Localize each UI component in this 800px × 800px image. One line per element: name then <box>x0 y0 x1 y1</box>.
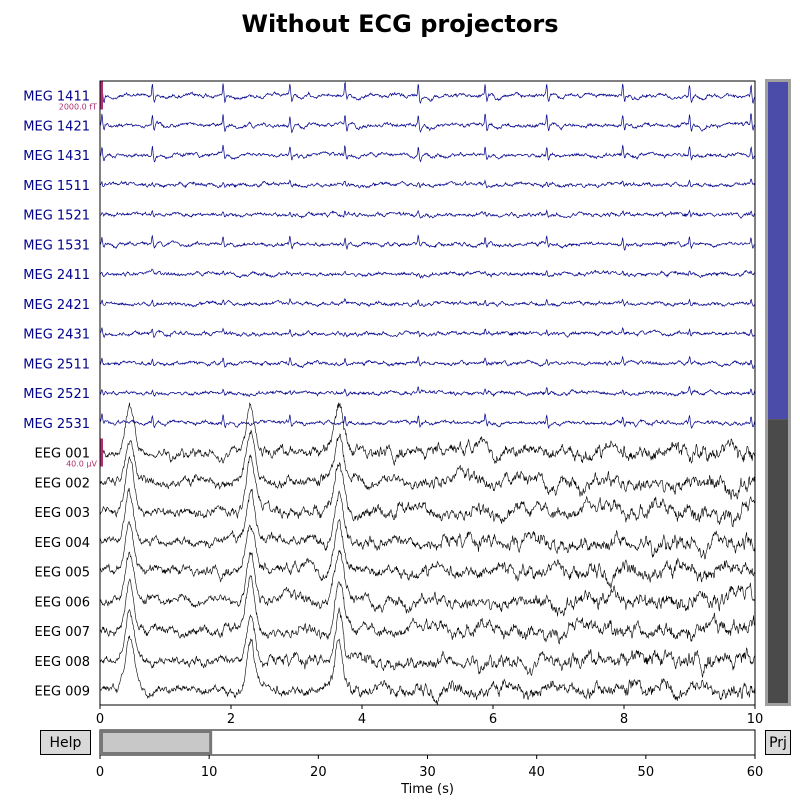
channel-label[interactable]: EEG 003 <box>35 506 90 521</box>
channel-label[interactable]: MEG 2521 <box>23 387 90 402</box>
x-tick-label: 0 <box>96 712 104 727</box>
channel-label[interactable]: EEG 005 <box>35 566 90 581</box>
overview-window[interactable] <box>100 730 213 755</box>
channel-labels: MEG 1411 MEG 1421 MEG 1431 MEG 1511 MEG 1521… <box>23 90 90 700</box>
channel-label[interactable]: EEG 007 <box>35 625 90 640</box>
x-tick-label: 10 <box>747 712 764 727</box>
scalebars-layer: 2000.0 fT 40.0 µV <box>59 81 103 469</box>
trace-meg-2411 <box>100 268 755 279</box>
channel-label[interactable]: MEG 1431 <box>23 149 90 164</box>
channel-label[interactable]: EEG 002 <box>35 476 90 491</box>
trace-eeg-008 <box>100 607 755 678</box>
channel-label[interactable]: MEG 1421 <box>23 119 90 134</box>
channel-label[interactable]: EEG 008 <box>35 655 90 670</box>
traces-layer <box>100 81 755 705</box>
channel-label[interactable]: MEG 1411 <box>23 90 90 105</box>
scrollbar-mag-segment[interactable] <box>768 82 788 420</box>
overview-tick-label: 50 <box>638 765 655 780</box>
x-tick-label: 8 <box>620 712 628 727</box>
overview-tick-label: 60 <box>747 765 764 780</box>
trace-meg-1421 <box>100 113 755 134</box>
trace-meg-1431 <box>100 144 755 163</box>
overview-tick-label: 20 <box>310 765 327 780</box>
channel-label[interactable]: MEG 2511 <box>23 357 90 372</box>
trace-eeg-003 <box>100 454 755 528</box>
overview-tick-label: 0 <box>96 765 104 780</box>
plot-frame <box>99 80 756 706</box>
projectors-button[interactable]: Prj <box>765 730 791 755</box>
trace-meg-1521 <box>100 209 755 219</box>
channel-label[interactable]: EEG 001 <box>35 447 90 462</box>
trace-meg-2511 <box>100 355 755 370</box>
channel-label[interactable]: EEG 006 <box>35 595 90 610</box>
scrollbar-eeg-segment[interactable] <box>768 419 788 703</box>
channel-label[interactable]: MEG 1531 <box>23 238 90 253</box>
trace-eeg-001 <box>100 402 755 467</box>
trace-eeg-005 <box>100 518 755 589</box>
channel-label[interactable]: EEG 004 <box>35 536 90 551</box>
trace-eeg-007 <box>100 574 755 645</box>
overview-x-axis: 0 10 20 30 40 50 60 <box>96 755 763 780</box>
channel-scrollbar[interactable] <box>765 79 791 706</box>
trace-eeg-004 <box>100 487 755 560</box>
channel-label[interactable]: MEG 1521 <box>23 209 90 224</box>
x-axis: 0 2 4 6 8 10 <box>96 705 763 727</box>
channel-label[interactable]: MEG 2421 <box>23 298 90 313</box>
overview-tick-label: 30 <box>419 765 436 780</box>
channel-label[interactable]: MEG 1511 <box>23 179 90 194</box>
trace-meg-1531 <box>100 234 755 251</box>
scalebar-label: 40.0 µV <box>66 460 97 469</box>
trace-meg-1411 <box>100 81 755 104</box>
scalebar-label: 2000.0 fT <box>59 103 97 112</box>
channel-label[interactable]: MEG 2531 <box>23 417 90 432</box>
trace-eeg-009 <box>100 635 755 705</box>
trace-eeg-006 <box>100 550 755 617</box>
trace-eeg-002 <box>100 429 755 500</box>
channel-label[interactable]: EEG 009 <box>35 685 90 700</box>
x-tick-label: 4 <box>358 712 366 727</box>
overview-tick-label: 10 <box>201 765 218 780</box>
trace-meg-1511 <box>100 178 755 189</box>
trace-meg-2421 <box>100 297 755 308</box>
channel-label[interactable]: MEG 2431 <box>23 328 90 343</box>
x-axis-label: Time (s) <box>401 782 454 797</box>
time-scrollbar[interactable] <box>99 729 756 756</box>
overview-tick-label: 40 <box>528 765 545 780</box>
trace-meg-2521 <box>100 385 755 398</box>
chart-title: Without ECG projectors <box>241 10 559 38</box>
x-tick-label: 6 <box>489 712 497 727</box>
trace-meg-2531 <box>100 412 755 429</box>
help-button[interactable]: Help <box>40 730 91 755</box>
channel-label[interactable]: MEG 2411 <box>23 268 90 283</box>
trace-meg-2431 <box>100 326 755 339</box>
x-tick-label: 2 <box>227 712 235 727</box>
